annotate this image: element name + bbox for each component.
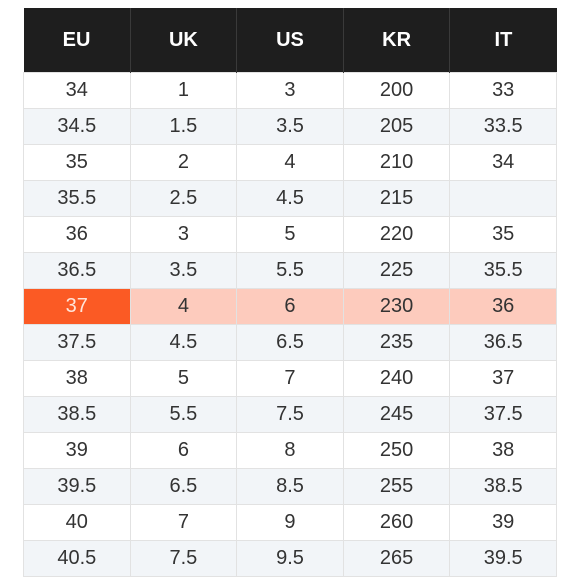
cell-uk: 4.5 <box>129 324 238 361</box>
cell-eu: 36 <box>23 216 131 253</box>
cell-eu: 35 <box>23 144 131 181</box>
cell-uk: 5 <box>129 360 238 397</box>
table-row: 38 5 7 240 37 <box>23 360 557 397</box>
cell-kr: 245 <box>342 396 451 433</box>
cell-it: 36 <box>449 288 557 325</box>
cell-eu: 34.5 <box>23 108 131 145</box>
cell-us: 9.5 <box>236 540 344 577</box>
table-row: 35 2 4 210 34 <box>23 144 557 181</box>
table-row: 34 1 3 200 33 <box>23 72 557 109</box>
cell-eu: 38.5 <box>23 396 131 433</box>
column-header-kr: KR <box>342 8 450 73</box>
cell-eu: 37.5 <box>23 324 131 361</box>
column-header-it: IT <box>449 8 557 73</box>
cell-uk: 6 <box>129 432 238 469</box>
table-row: 36.5 3.5 5.5 225 35.5 <box>23 252 557 289</box>
cell-eu: 39 <box>23 432 131 469</box>
cell-uk: 1.5 <box>129 108 238 145</box>
cell-kr: 265 <box>342 540 451 577</box>
cell-kr: 230 <box>342 288 451 325</box>
cell-uk: 3 <box>129 216 238 253</box>
cell-it: 38 <box>449 432 557 469</box>
cell-uk: 6.5 <box>129 468 238 505</box>
cell-uk: 5.5 <box>129 396 238 433</box>
table-row: 37.5 4.5 6.5 235 36.5 <box>23 324 557 361</box>
cell-uk: 7.5 <box>129 540 238 577</box>
table-row: 36 3 5 220 35 <box>23 216 557 253</box>
cell-us: 8.5 <box>236 468 344 505</box>
table-row-highlighted: 37 4 6 230 36 <box>23 288 557 325</box>
table-row: 38.5 5.5 7.5 245 37.5 <box>23 396 557 433</box>
cell-uk: 3.5 <box>129 252 238 289</box>
cell-kr: 235 <box>342 324 451 361</box>
cell-eu: 37 <box>23 288 131 325</box>
cell-it: 35.5 <box>449 252 557 289</box>
cell-uk: 4 <box>129 288 238 325</box>
cell-us: 4 <box>236 144 344 181</box>
cell-eu: 40.5 <box>23 540 131 577</box>
cell-uk: 2 <box>129 144 238 181</box>
cell-it: 37 <box>449 360 557 397</box>
table-row: 35.5 2.5 4.5 215 <box>23 180 557 217</box>
cell-uk: 1 <box>129 72 238 109</box>
table-row: 39.5 6.5 8.5 255 38.5 <box>23 468 557 505</box>
cell-us: 5 <box>236 216 344 253</box>
size-conversion-table: EU UK US KR IT 34 1 3 200 33 34.5 1.5 3.5 205 33.5 35 2… <box>23 8 557 577</box>
cell-uk: 2.5 <box>129 180 238 217</box>
cell-eu: 40 <box>23 504 131 541</box>
cell-us: 8 <box>236 432 344 469</box>
cell-kr: 200 <box>342 72 451 109</box>
table-row: 40 7 9 260 39 <box>23 504 557 541</box>
cell-kr: 210 <box>342 144 451 181</box>
cell-us: 5.5 <box>236 252 344 289</box>
column-header-uk: UK <box>129 8 237 73</box>
cell-uk: 7 <box>129 504 238 541</box>
cell-kr: 205 <box>342 108 451 145</box>
cell-us: 9 <box>236 504 344 541</box>
table-row: 34.5 1.5 3.5 205 33.5 <box>23 108 557 145</box>
cell-us: 7.5 <box>236 396 344 433</box>
cell-us: 4.5 <box>236 180 344 217</box>
cell-it: 33.5 <box>449 108 557 145</box>
column-header-us: US <box>236 8 344 73</box>
cell-us: 6.5 <box>236 324 344 361</box>
cell-eu: 36.5 <box>23 252 131 289</box>
cell-us: 6 <box>236 288 344 325</box>
cell-it: 39.5 <box>449 540 557 577</box>
cell-kr: 260 <box>342 504 451 541</box>
cell-kr: 225 <box>342 252 451 289</box>
cell-eu: 39.5 <box>23 468 131 505</box>
cell-it: 35 <box>449 216 557 253</box>
cell-it: 36.5 <box>449 324 557 361</box>
cell-us: 7 <box>236 360 344 397</box>
cell-it: 34 <box>449 144 557 181</box>
column-header-eu: EU <box>23 8 131 73</box>
cell-it: 39 <box>449 504 557 541</box>
cell-eu: 34 <box>23 72 131 109</box>
header-row: EU UK US KR IT <box>23 8 557 73</box>
cell-kr: 240 <box>342 360 451 397</box>
table-row: 40.5 7.5 9.5 265 39.5 <box>23 540 557 577</box>
cell-kr: 255 <box>342 468 451 505</box>
cell-kr: 215 <box>342 180 451 217</box>
cell-it: 33 <box>449 72 557 109</box>
cell-us: 3 <box>236 72 344 109</box>
cell-it: 37.5 <box>449 396 557 433</box>
cell-eu: 35.5 <box>23 180 131 217</box>
cell-us: 3.5 <box>236 108 344 145</box>
table-body: 34 1 3 200 33 34.5 1.5 3.5 205 33.5 35 2 4 210 34 35.5 2… <box>23 72 557 577</box>
cell-eu: 38 <box>23 360 131 397</box>
cell-kr: 250 <box>342 432 451 469</box>
cell-it <box>449 180 557 217</box>
table-row: 39 6 8 250 38 <box>23 432 557 469</box>
table-header: EU UK US KR IT <box>23 8 557 73</box>
cell-it: 38.5 <box>449 468 557 505</box>
cell-kr: 220 <box>342 216 451 253</box>
